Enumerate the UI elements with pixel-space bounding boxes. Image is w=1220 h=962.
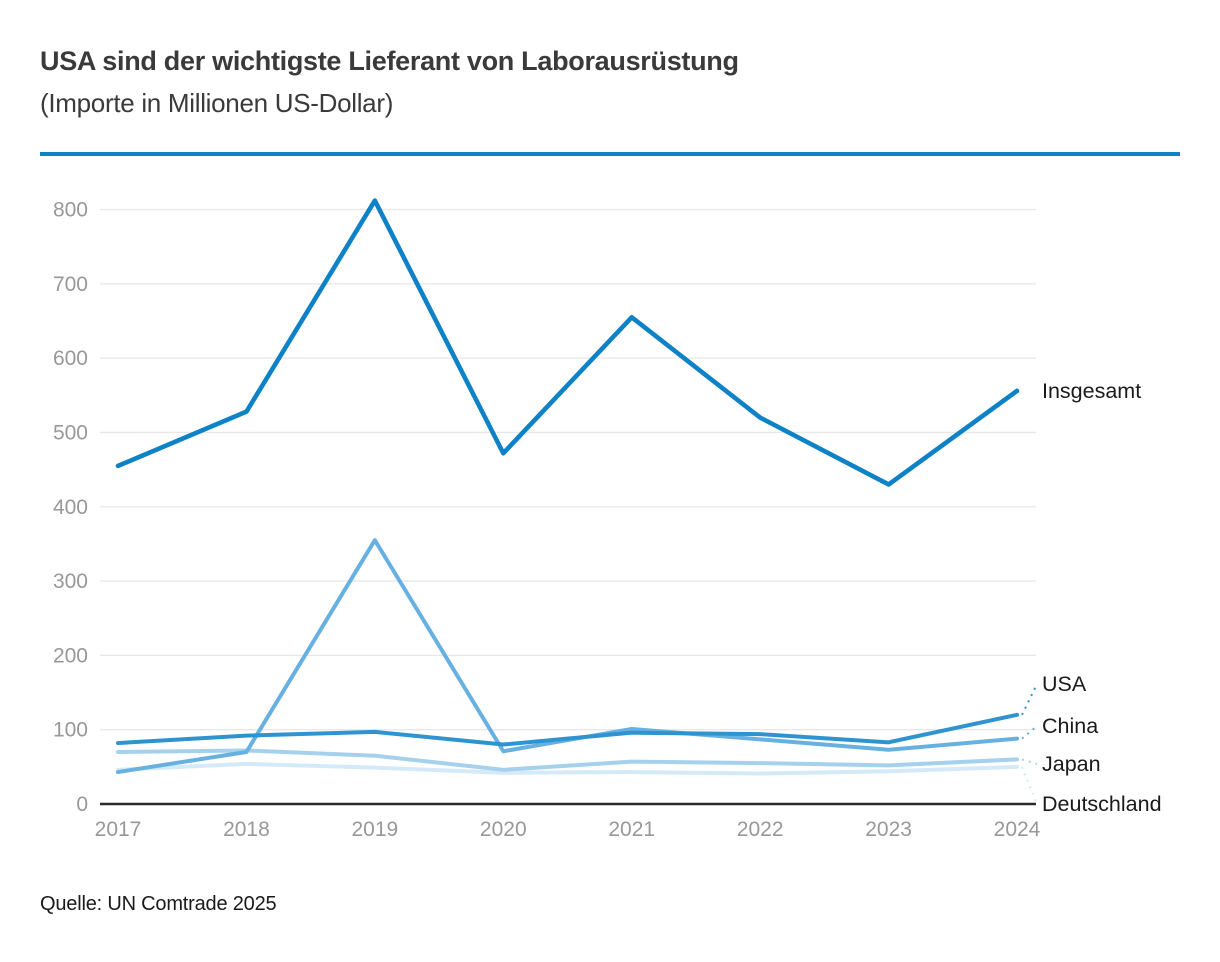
y-axis-tick-label: 400	[53, 495, 88, 518]
series-label-usa: USA	[1042, 672, 1087, 696]
x-axis-tick-label: 2023	[865, 818, 912, 841]
y-axis-tick-label: 500	[53, 421, 88, 444]
series-line-usa	[116, 712, 1020, 747]
x-axis-tick-label: 2017	[95, 818, 142, 841]
series-label-insgesamt: Insgesamt	[1042, 378, 1141, 402]
x-axis-tick-label: 2019	[352, 818, 399, 841]
series-label-china: China	[1042, 714, 1098, 738]
chart-area: 0 100 200 300 400 500 600 700 800 2017 2018 2019 202…	[40, 168, 1180, 873]
label-leader-japan	[1021, 758, 1038, 765]
y-axis-tick-label: 100	[53, 718, 88, 741]
import-line-chart: 0 100 200 300 400 500 600 700 800 2017 2018 2019 202…	[53, 197, 1162, 841]
x-axis-tick-label: 2024	[994, 818, 1041, 841]
y-axis-tick-label: 200	[53, 644, 88, 667]
x-axis-tick-label: 2022	[737, 818, 784, 841]
series-line-deutschland	[116, 761, 1020, 776]
chart-title: USA sind der wichtigste Lieferant von La…	[40, 46, 739, 76]
label-leader-china	[1021, 724, 1038, 740]
page: USA sind der wichtigste Lieferant von La…	[40, 46, 1180, 915]
x-axis-tick-label: 2021	[608, 818, 655, 841]
source-note: Quelle: UN Comtrade 2025	[40, 892, 277, 915]
series-line-japan	[116, 748, 1020, 772]
x-axis-tick-label: 2018	[223, 818, 270, 841]
y-axis-tick-label: 800	[53, 198, 88, 221]
series-line-insgesamt	[115, 197, 1020, 487]
y-axis-tick-label: 0	[76, 793, 88, 816]
y-axis-tick-label: 300	[53, 570, 88, 593]
chart-subtitle: (Importe in Millionen US-Dollar)	[40, 88, 394, 119]
series-label-japan: Japan	[1042, 752, 1101, 776]
x-axis-tick-label: 2020	[480, 818, 527, 841]
label-leader-usa	[1021, 683, 1038, 715]
y-axis-tick-label: 600	[53, 347, 88, 370]
y-axis-tick-label: 700	[53, 272, 88, 295]
series-label-deutschland: Deutschland	[1042, 792, 1162, 816]
label-leader-deutschland	[1021, 766, 1038, 805]
accent-divider	[40, 151, 1180, 156]
